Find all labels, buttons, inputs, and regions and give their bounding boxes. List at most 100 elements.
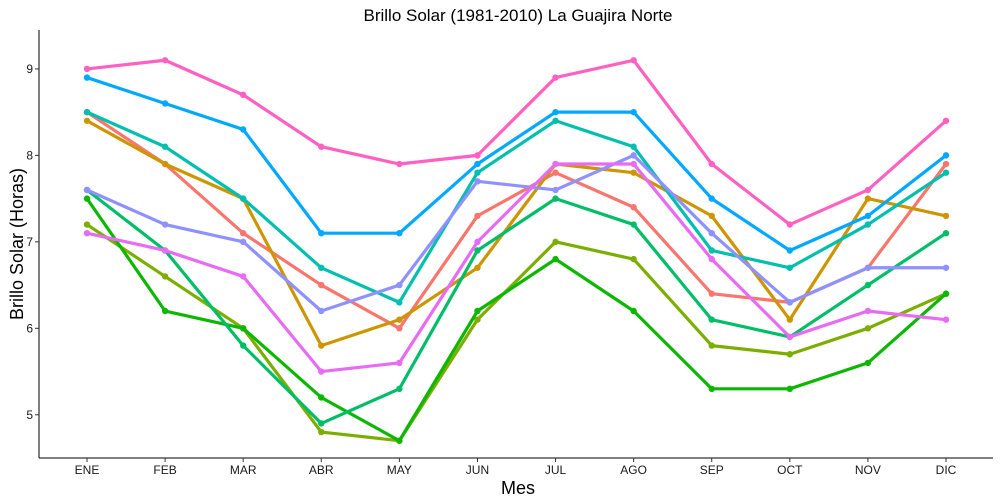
data-point <box>630 152 637 159</box>
data-point <box>708 385 715 393</box>
data-point <box>864 221 872 228</box>
series-line <box>85 110 948 330</box>
data-point <box>474 169 481 176</box>
data-point <box>161 221 169 228</box>
y-tick-label: 6 <box>26 321 33 335</box>
series-5 <box>83 186 950 427</box>
data-point <box>239 273 247 280</box>
data-point <box>396 160 403 168</box>
x-tick-label: DIC <box>936 463 957 477</box>
data-point <box>239 325 247 332</box>
data-point <box>708 195 715 202</box>
series-line <box>85 110 948 304</box>
data-point <box>318 368 325 375</box>
data-point <box>786 351 794 358</box>
data-point <box>942 316 950 323</box>
series-line <box>85 119 948 348</box>
y-tick-label: 7 <box>26 235 33 249</box>
data-point <box>474 307 481 315</box>
data-point <box>161 143 169 150</box>
data-point <box>708 290 715 297</box>
data-point <box>318 428 325 436</box>
data-point <box>864 359 872 367</box>
data-point <box>630 108 637 116</box>
data-point <box>630 307 637 315</box>
data-point <box>630 221 637 228</box>
data-point <box>864 195 872 202</box>
data-point <box>708 316 715 323</box>
data-point <box>708 160 715 168</box>
data-point <box>630 143 637 150</box>
series-6 <box>83 108 950 306</box>
y-tick-label: 9 <box>26 62 33 76</box>
data-point <box>864 264 872 271</box>
series-8 <box>83 152 950 315</box>
data-point <box>239 91 247 99</box>
data-point <box>474 247 481 254</box>
chart-title: Brillo Solar (1981-2010) La Guajira Nort… <box>364 6 673 25</box>
data-point <box>318 342 325 349</box>
data-point <box>239 229 247 237</box>
data-point <box>83 74 91 81</box>
data-point <box>396 281 403 289</box>
data-point <box>318 229 325 237</box>
data-point <box>552 117 559 124</box>
x-tick-label: SEP <box>700 463 724 477</box>
data-point <box>552 74 559 81</box>
y-tick-label: 8 <box>26 148 33 162</box>
y-tick-label: 5 <box>26 408 33 422</box>
data-point <box>708 247 715 254</box>
data-point <box>474 178 481 185</box>
series-line <box>85 222 948 443</box>
data-point <box>161 273 169 280</box>
data-point <box>552 108 559 116</box>
series-4 <box>83 195 950 444</box>
data-point <box>474 160 481 168</box>
data-point <box>396 229 403 237</box>
x-tick-label: FEB <box>153 463 176 477</box>
data-point <box>786 221 794 228</box>
data-point <box>864 212 872 220</box>
data-point <box>786 385 794 393</box>
data-point <box>552 186 559 194</box>
series-1 <box>83 108 950 332</box>
series-line <box>85 153 948 313</box>
data-point <box>83 108 91 116</box>
series-3 <box>83 221 950 444</box>
data-point <box>942 117 950 124</box>
data-point <box>83 117 91 124</box>
data-point <box>318 264 325 271</box>
data-point <box>474 152 481 159</box>
data-point <box>396 437 403 444</box>
x-tick-label: MAY <box>387 463 412 477</box>
y-axis-title: Brillo Solar (Horas) <box>7 168 27 320</box>
data-point <box>474 264 481 271</box>
data-point <box>474 316 481 323</box>
data-point <box>630 160 637 168</box>
data-point <box>708 255 715 263</box>
data-point <box>552 238 559 246</box>
data-point <box>864 307 872 315</box>
x-tick-label: NOV <box>855 463 881 477</box>
data-point <box>942 152 950 159</box>
data-point <box>552 195 559 202</box>
data-point <box>396 316 403 323</box>
data-point <box>552 255 559 263</box>
x-tick-label: ENE <box>75 463 100 477</box>
data-point <box>864 325 872 332</box>
data-point <box>552 160 559 168</box>
x-tick-label: ABR <box>309 463 334 477</box>
data-point <box>239 238 247 246</box>
data-point <box>786 299 794 306</box>
series-line <box>85 58 948 227</box>
data-point <box>161 307 169 315</box>
data-point <box>786 333 794 341</box>
x-tick-label: JUL <box>545 463 567 477</box>
data-point <box>318 281 325 289</box>
series-7 <box>83 74 950 254</box>
x-tick-label: AGO <box>620 463 647 477</box>
data-point <box>161 57 169 64</box>
data-point <box>942 212 950 220</box>
x-tick-label: OCT <box>777 463 803 477</box>
